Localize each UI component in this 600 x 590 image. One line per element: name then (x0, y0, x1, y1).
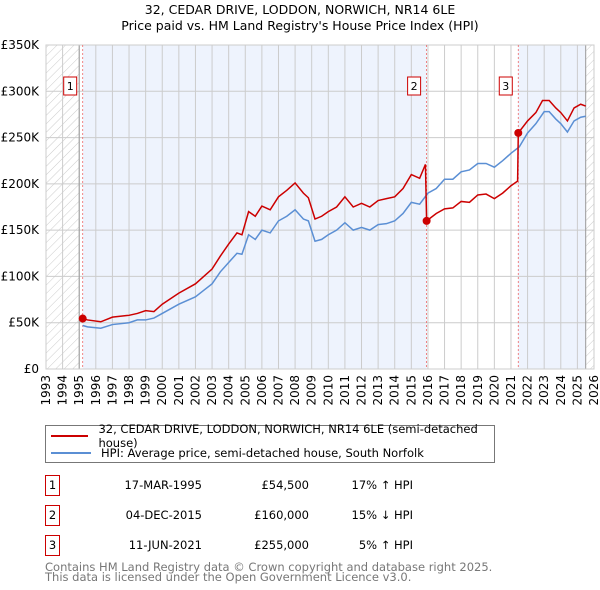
x-tick-label: 2012 (355, 375, 369, 406)
chart-subtitle: Price paid vs. HM Land Registry's House … (121, 18, 478, 33)
x-tick-label: 2006 (255, 375, 269, 406)
sale-date: 04-DEC-2015 (125, 508, 202, 522)
legend-item-hpi: HPI: Average price, semi-detached house,… (46, 445, 424, 461)
x-tick-label: 1993 (39, 375, 53, 406)
sale-date: 17-MAR-1995 (124, 478, 202, 492)
x-tick-label: 2009 (305, 375, 319, 406)
shaded-region (518, 45, 586, 369)
y-tick-label: £350K (1, 38, 41, 52)
sale-row: 1 17-MAR-1995 £54,500 17% ↑ HPI (45, 475, 445, 496)
legend: 32, CEDAR DRIVE, LODDON, NORWICH, NR14 6… (45, 422, 495, 463)
hatched-region (585, 45, 594, 369)
sale-number: 2 (45, 505, 60, 526)
x-tick-label: 2016 (421, 375, 435, 406)
sale-row: 3 11-JUN-2021 £255,000 5% ↑ HPI (45, 535, 445, 556)
legend-item-property: 32, CEDAR DRIVE, LODDON, NORWICH, NR14 6… (46, 422, 494, 450)
y-tick-label: £0 (24, 362, 39, 376)
sale-label-box (407, 76, 422, 96)
footer-copyright: Contains HM Land Registry data © Crown c… (45, 560, 493, 574)
x-tick-label: 1994 (56, 375, 70, 406)
y-tick-label: £150K (1, 223, 41, 237)
x-tick-label: 2014 (388, 375, 402, 406)
x-tick-label: 2002 (188, 375, 202, 406)
y-tick-label: £200K (1, 177, 41, 191)
x-tick-label: 2017 (438, 375, 452, 406)
x-tick-label: 2026 (587, 375, 600, 406)
x-tick-label: 2007 (271, 375, 285, 406)
x-tick-label: 1996 (89, 375, 103, 406)
x-tick-label: 2010 (321, 375, 335, 406)
x-tick-label: 2000 (155, 375, 169, 406)
x-tick-label: 2001 (172, 375, 186, 406)
x-tick-label: 2019 (471, 375, 485, 406)
y-tick-label: £50K (8, 316, 40, 330)
legend-swatch-property (51, 435, 89, 437)
x-tick-label: 2020 (487, 375, 501, 406)
sale-label: 3 (502, 80, 509, 93)
sale-price: £255,000 (254, 538, 309, 552)
sale-point (78, 314, 87, 323)
y-tick-label: £250K (1, 131, 41, 145)
x-tick-label: 2004 (222, 375, 236, 406)
x-tick-label: 2013 (371, 375, 385, 406)
sale-price: £160,000 (254, 508, 309, 522)
sale-hpi-diff: 15% ↓ HPI (351, 508, 413, 522)
series-line (82, 99, 586, 323)
x-tick-label: 1999 (139, 375, 153, 406)
x-tick-label: 1995 (72, 375, 86, 406)
x-tick-label: 2008 (288, 375, 302, 406)
sale-hpi-diff: 5% ↑ HPI (358, 538, 413, 552)
x-tick-label: 2005 (238, 375, 252, 406)
sale-number: 1 (45, 475, 60, 496)
sale-hpi-diff: 17% ↑ HPI (351, 478, 413, 492)
sale-row: 2 04-DEC-2015 £160,000 15% ↓ HPI (45, 505, 445, 526)
legend-label: 32, CEDAR DRIVE, LODDON, NORWICH, NR14 6… (98, 422, 478, 450)
sale-point (422, 216, 431, 225)
x-tick-label: 2024 (554, 375, 568, 406)
sale-point (514, 128, 523, 137)
plot-border (45, 44, 595, 370)
sale-label: 1 (67, 80, 74, 93)
price-chart: 32, CEDAR DRIVE, LODDON, NORWICH, NR14 6… (1, 2, 600, 406)
y-tick-label: £300K (1, 84, 41, 98)
x-tick-label: 2015 (404, 375, 418, 406)
sale-label-box (63, 76, 78, 96)
sale-label: 2 (411, 80, 418, 93)
sale-number: 3 (45, 535, 60, 556)
legend-swatch-hpi (51, 452, 91, 454)
sale-price: £54,500 (261, 478, 309, 492)
legend-label: HPI: Average price, semi-detached house,… (101, 446, 424, 460)
x-tick-label: 2021 (504, 375, 518, 406)
x-tick-label: 1997 (105, 375, 119, 406)
footer-licence: This data is licensed under the Open Gov… (45, 570, 412, 584)
x-tick-label: 2025 (570, 375, 584, 406)
x-tick-label: 2022 (521, 375, 535, 406)
x-tick-label: 2003 (205, 375, 219, 406)
y-tick-label: £100K (1, 269, 41, 283)
x-tick-label: 2011 (338, 375, 352, 406)
x-tick-label: 2018 (454, 375, 468, 406)
x-tick-label: 1998 (122, 375, 136, 406)
x-tick-label: 2023 (537, 375, 551, 406)
chart-title: 32, CEDAR DRIVE, LODDON, NORWICH, NR14 6… (145, 2, 456, 17)
sale-date: 11-JUN-2021 (128, 538, 202, 552)
sale-label-box (498, 76, 513, 96)
